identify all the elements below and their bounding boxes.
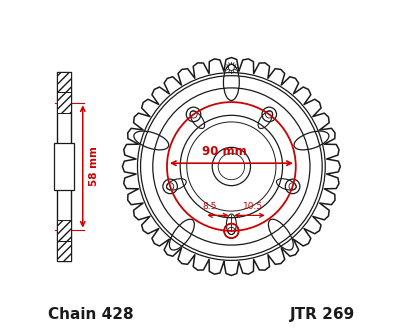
Text: 10.5: 10.5	[243, 202, 263, 211]
Bar	[57, 220, 71, 241]
Bar	[54, 143, 74, 190]
Text: 58 mm: 58 mm	[89, 147, 99, 186]
Bar	[57, 72, 71, 261]
Text: 90 mm: 90 mm	[202, 145, 247, 158]
Bar	[57, 92, 71, 113]
Bar	[57, 72, 71, 92]
Text: 8.5: 8.5	[203, 202, 217, 211]
Text: JTR 269: JTR 269	[290, 307, 355, 322]
Text: Chain 428: Chain 428	[48, 307, 134, 322]
Bar	[57, 241, 71, 261]
